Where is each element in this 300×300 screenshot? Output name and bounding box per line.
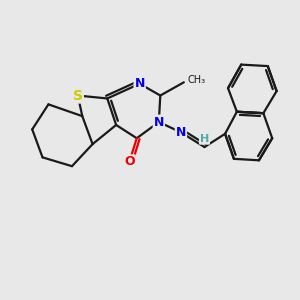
Text: H: H	[200, 134, 209, 144]
Text: O: O	[124, 155, 135, 168]
Text: N: N	[176, 126, 186, 140]
Text: N: N	[154, 116, 164, 128]
Text: CH₃: CH₃	[188, 75, 206, 85]
Text: S: S	[73, 88, 83, 103]
Text: N: N	[134, 77, 145, 90]
